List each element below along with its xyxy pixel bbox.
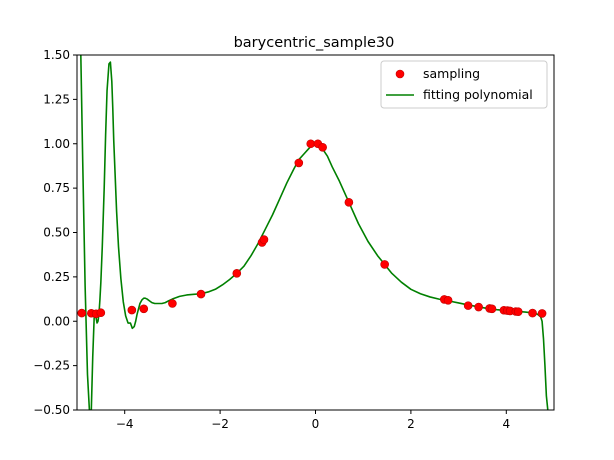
x-tick-label: −2: [211, 417, 229, 431]
x-tick-label: 2: [407, 417, 415, 431]
sampling-point: [487, 304, 497, 314]
sampling-point: [443, 296, 453, 305]
sampling-point: [96, 308, 106, 318]
sampling-points-layer: [77, 139, 547, 319]
sampling-point: [232, 269, 242, 278]
x-axis: −4 −2 0 2 4: [116, 410, 510, 431]
x-tick-label: 0: [312, 417, 320, 431]
y-tick-label: −0.50: [33, 403, 70, 417]
sampling-point: [306, 139, 316, 149]
x-tick-label: −4: [116, 417, 134, 431]
sampling-point: [513, 307, 523, 316]
legend-sampling-marker: [395, 69, 405, 79]
legend-fitting-label: fitting polynomial: [423, 87, 533, 102]
sampling-point: [77, 308, 87, 318]
legend-box: [380, 60, 548, 109]
sampling-point: [139, 304, 149, 314]
y-tick-label: 1.00: [43, 137, 70, 151]
sampling-point: [537, 309, 547, 318]
chart-title: barycentric_sample30: [234, 35, 395, 51]
sampling-point: [127, 305, 137, 315]
y-tick-label: 0.50: [43, 226, 70, 240]
sampling-point: [294, 158, 304, 168]
sampling-point: [168, 299, 177, 308]
y-tick-label: −0.25: [33, 359, 70, 373]
fitting-polynomial-line: [80, 55, 549, 410]
y-tick-label: 1.25: [43, 92, 70, 106]
sampling-point: [259, 235, 269, 244]
sampling-point: [196, 289, 206, 299]
sampling-point: [463, 301, 473, 310]
y-tick-label: 1.50: [43, 48, 70, 62]
sampling-point: [528, 308, 537, 318]
y-tick-label: 0.25: [43, 270, 70, 284]
sampling-point: [344, 198, 354, 207]
legend-sampling-label: sampling: [423, 66, 480, 81]
y-tick-label: 0.00: [43, 314, 70, 328]
y-tick-label: 0.75: [43, 181, 70, 195]
sampling-point: [318, 143, 327, 152]
y-axis: −0.50 −0.25 0.00 0.25 0.50 0.75 1.00 1.25 1.50: [33, 48, 77, 417]
sampling-point: [380, 260, 389, 269]
fitting-line-layer: [80, 55, 549, 410]
x-tick-label: 4: [502, 417, 510, 431]
legend: sampling fitting polynomial: [380, 60, 548, 109]
plot-area: [77, 55, 549, 410]
sampling-point: [474, 302, 483, 312]
